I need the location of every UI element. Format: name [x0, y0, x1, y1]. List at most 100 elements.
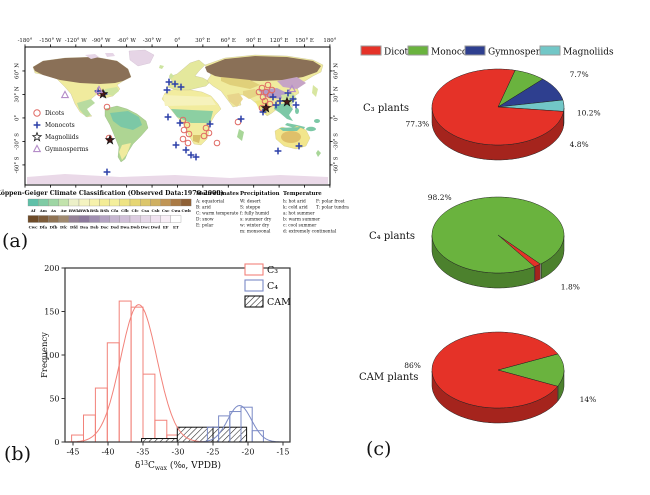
- x-tick-label: -30: [172, 448, 185, 457]
- plus-marker: [272, 101, 280, 109]
- climate-class-label: Dwb: [130, 225, 140, 230]
- pie-percent-label: 77.3%: [405, 119, 429, 128]
- circle-marker: [200, 132, 208, 140]
- circle-marker: [255, 88, 263, 96]
- pie-legend: Dicots Monocots Gymnosperms Magnoliids: [360, 45, 614, 58]
- plus-marker: [192, 153, 200, 161]
- histogram-chart: 0 50 100 150 200 -45 -40 -35 -30 -25 -20 -15 Frequen…: [40, 263, 291, 472]
- y-tick-label: 200: [44, 264, 59, 273]
- climate-class-label: Dfa: [40, 225, 48, 230]
- plus-marker: [176, 119, 184, 127]
- climate-class-label: BWh: [79, 208, 90, 213]
- climate-class-label: Dwa: [120, 225, 130, 230]
- climate-class-swatch: [89, 215, 100, 223]
- koppen-key-item: b: warm summer: [283, 218, 321, 223]
- map-legend-label: Dicots: [45, 110, 64, 117]
- climate-class-label: Dsb: [90, 225, 99, 230]
- plus-marker: [165, 78, 173, 86]
- climate-class-swatch: [109, 198, 120, 207]
- plus-marker: [269, 93, 277, 101]
- climate-class-label: BWk: [69, 208, 80, 213]
- lon-tick-label: 180°: [323, 38, 336, 44]
- hist-legend-swatch: [244, 295, 264, 308]
- x-tick-label: -15: [277, 448, 290, 457]
- lon-tick-label: 0°: [174, 38, 180, 44]
- plus-marker: [274, 147, 282, 155]
- circle-marker: [205, 129, 213, 137]
- pie-legend-swatch: [464, 45, 486, 56]
- climate-class-label: Cfa: [111, 208, 119, 213]
- panel-label-c: (c): [366, 438, 392, 460]
- hist-legend-label: CAM: [267, 297, 291, 308]
- hist-legend-swatch: [244, 279, 264, 292]
- circle-marker: [202, 124, 210, 132]
- lon-tick-label: -90° W: [92, 38, 111, 44]
- pie-slice-dicots: [431, 331, 559, 409]
- lon-tick-label: 30° E: [195, 38, 210, 44]
- circle-marker: [261, 97, 269, 105]
- plus-marker: [292, 101, 300, 109]
- map-axis-labels: -180° -150° W -120° W -90° W -60° W -30° W 0° 3…: [15, 38, 340, 188]
- triangle-marker: [94, 85, 104, 94]
- climate-class-label: Cwb: [182, 208, 191, 213]
- climate-class-label: Cwc: [29, 225, 38, 230]
- hist-legend-label: C₃: [267, 265, 278, 276]
- koppen-key-title: Main climates: [196, 191, 239, 197]
- koppen-key-item: S: steppe: [240, 206, 261, 211]
- pie-legend-swatch: [407, 45, 429, 56]
- lat-tick-label: 30° N: [15, 86, 21, 102]
- map-marker-legend: Dicots Monocots Magnoliids Gymnosperms: [31, 109, 88, 153]
- koppen-key-item: f: fully humid: [240, 212, 269, 217]
- pie-percent-label: 86%: [404, 361, 421, 370]
- histogram-bar: [251, 430, 264, 443]
- pie-percent-label: 10.2%: [577, 108, 601, 117]
- panel-label-b: (b): [4, 443, 31, 465]
- climate-class-swatch: [109, 215, 120, 223]
- lat-tick-label: -60° S: [15, 156, 21, 173]
- koppen-key-item: T: polar tundra: [316, 206, 349, 211]
- climate-class-label: Dsc: [101, 225, 110, 230]
- pie-legend-label: Monocots: [431, 48, 476, 58]
- lat-tick-label: -30° S: [15, 133, 21, 150]
- pie-slice-magnoliids: [497, 99, 565, 112]
- histogram-bar: [142, 373, 156, 443]
- lon-tick-label: -60° W: [117, 38, 136, 44]
- map-continents: [27, 49, 328, 184]
- hist-series-C₃: [71, 300, 192, 443]
- climate-class-label: Dfc: [60, 225, 68, 230]
- map-legend-label: Magnoliids: [45, 134, 79, 141]
- lat-tick-label: 0°: [334, 115, 340, 121]
- pie-title: CAM plants: [359, 372, 418, 383]
- climate-class-swatch: [48, 198, 59, 207]
- climate-class-swatch: [38, 198, 49, 207]
- plus-marker: [182, 146, 190, 154]
- climate-class-swatch: [38, 215, 49, 223]
- climate-class-label: Cfc: [132, 208, 140, 213]
- climate-class-label: EF: [163, 225, 169, 230]
- circle-marker: [213, 139, 221, 147]
- climate-class-label: Cwa: [171, 208, 180, 213]
- climate-class-swatch: [170, 215, 182, 223]
- circle-marker: [180, 126, 188, 134]
- map-legend-label: Gymnosperms: [45, 146, 88, 153]
- hist-legend-label: C₄: [267, 281, 278, 292]
- plus-marker: [171, 80, 179, 88]
- climate-class-label: ET: [173, 225, 179, 230]
- climate-class-label: BSk: [90, 208, 99, 213]
- pie-slice-monocots: [431, 196, 565, 274]
- pie-title: C₄ plants: [369, 231, 415, 242]
- lat-tick-label: -30° S: [334, 133, 340, 150]
- koppen-key-title: Temperature: [283, 191, 322, 197]
- climate-class-swatch: [160, 215, 171, 223]
- climate-class-label: Csc: [162, 208, 170, 213]
- climate-class-label: Af: [30, 208, 36, 213]
- lon-tick-label: 120° E: [270, 38, 289, 44]
- plus-marker: [163, 86, 171, 94]
- circle-marker: [33, 109, 41, 117]
- pie-c3: 7.7% 10.2% 4.8% 77.3% C₃ plants: [363, 68, 601, 161]
- koppen-key-title: Precipitation: [240, 191, 280, 197]
- pie-legend-label: Gymnosperms: [488, 48, 554, 58]
- circle-marker: [185, 130, 193, 138]
- star-marker: [104, 134, 116, 145]
- climate-class-swatch: [27, 198, 39, 207]
